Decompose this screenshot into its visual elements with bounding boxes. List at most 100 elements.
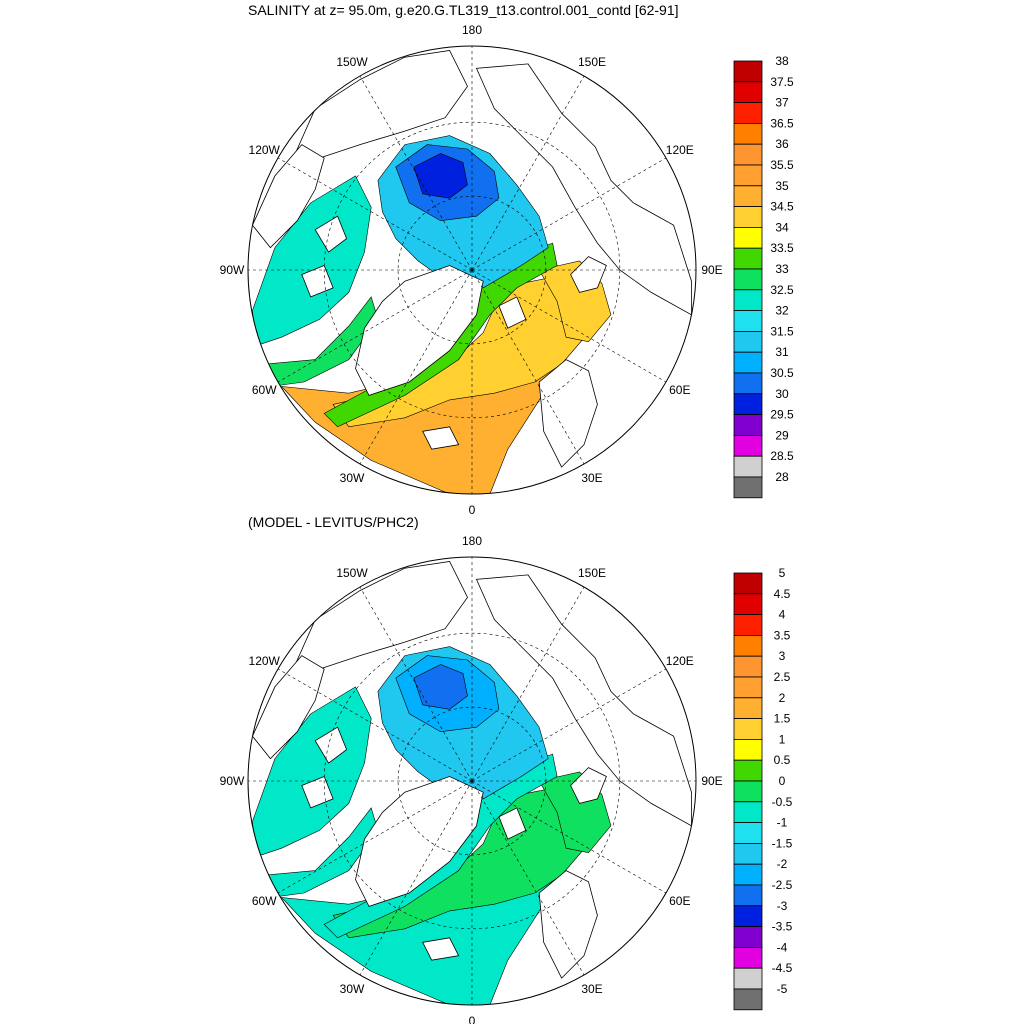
meridian-line-2 [471, 668, 667, 782]
colorbar-tick-label: 33 [775, 262, 789, 276]
colorbar-tick-label: 0 [779, 774, 786, 788]
land-novaya-zemlya [570, 767, 607, 804]
colorbar-tick-label: 0.5 [774, 753, 791, 767]
region-canada-basin-min [413, 664, 468, 710]
colorbar-swatch [733, 655, 763, 678]
colorbar-tick-label: 35.5 [770, 158, 794, 172]
colorbar-tick-label: 35 [775, 179, 789, 193]
colorbar-tick-label: -4.5 [772, 961, 793, 975]
colorbar-swatch [733, 759, 763, 782]
colorbar-tick-label: 32 [775, 304, 789, 318]
colorbar-swatch [733, 185, 763, 208]
land-canada-main [252, 655, 325, 760]
lon-label: 180 [462, 534, 482, 548]
lon-label: 120W [249, 654, 281, 668]
colorbar-tick-label: 33.5 [770, 241, 794, 255]
colorbar-swatch [733, 226, 763, 249]
colorbar-tick-label: 36.5 [770, 116, 794, 130]
colorbar-tick-label: -1.5 [772, 836, 793, 850]
salinity-panel-title: SALINITY at z= 95.0m, g.e20.G.TL319_t13.… [248, 2, 679, 18]
colorbar-swatch [733, 455, 763, 478]
colorbar-tick-label: 31.5 [770, 324, 794, 338]
colorbar-swatch [733, 863, 763, 886]
lon-label: 150W [336, 55, 368, 69]
colorbar-tick-label: 32.5 [770, 283, 794, 297]
lon-label: 30W [340, 471, 365, 485]
colorbar-tick-label: 2 [779, 691, 786, 705]
colorbar-swatch [733, 268, 763, 291]
colorbar-swatch [733, 739, 763, 761]
land-scandinavia [538, 870, 598, 979]
colorbar-swatch [733, 801, 763, 823]
colorbar-swatch [733, 780, 763, 803]
colorbar-swatch [733, 988, 763, 1011]
colorbar-swatch [733, 123, 763, 145]
lon-label: 30W [340, 982, 365, 996]
colorbar-tick-label: -2.5 [772, 878, 793, 892]
colorbar-swatch [733, 967, 763, 990]
colorbar-tick-label: 31 [775, 345, 789, 359]
land-siberia [475, 574, 692, 827]
colorbar-swatch [733, 102, 763, 124]
lon-label: 90E [701, 263, 722, 277]
colorbar-swatch [733, 164, 763, 187]
colorbar-swatch [733, 476, 763, 499]
land-svalbard [498, 296, 527, 329]
colorbar-tick-label: 3 [779, 649, 786, 663]
colorbar-tick-label: 30 [775, 387, 789, 401]
colorbar-swatch [733, 572, 763, 595]
land-greenland [355, 265, 484, 396]
colorbar-tick-label: 28.5 [770, 449, 794, 463]
meridian-line-5 [471, 269, 585, 465]
colorbar-tick-label: 3.5 [774, 628, 791, 642]
region-canada-basin-min [413, 153, 468, 199]
polar-map-panel-1: 180 150E 120E 90E 60E 30E 0 30W 60W 90W 120W 150W 5 4… [220, 534, 793, 1024]
lon-label: 180 [462, 23, 482, 37]
meridian-line-7 [359, 269, 473, 465]
lon-label: 120E [666, 654, 694, 668]
colorbar-0: 38 37.5 37 36.5 36 35.5 35 34.5 34 33.5 33 32.5 32 31… [733, 54, 794, 499]
colorbar-swatch [733, 635, 763, 657]
latitude-circle-1 [323, 632, 621, 930]
land-island-1 [314, 726, 348, 764]
colorbar-swatch [733, 60, 763, 83]
colorbar-tick-label: -3.5 [772, 920, 793, 934]
meridian-line-10 [277, 157, 473, 271]
map-boundary [247, 45, 697, 495]
colorbar-swatch [733, 593, 763, 615]
lon-label: 0 [469, 503, 476, 517]
land-svalbard [498, 807, 527, 840]
map-field-0 [248, 46, 696, 494]
lon-label: 150W [336, 566, 368, 580]
colorbar-swatch [733, 393, 763, 415]
lon-label: 90E [701, 774, 722, 788]
land-canada-main [252, 144, 325, 249]
colorbar-swatch [733, 926, 763, 948]
lon-label: 30E [581, 982, 602, 996]
colorbar-swatch [733, 676, 763, 699]
colorbar-swatch [733, 947, 763, 969]
lon-label: 60E [669, 383, 690, 397]
colorbar-tick-label: 1.5 [774, 712, 791, 726]
colorbar-swatch [733, 81, 763, 104]
colorbar-tick-label: 37 [775, 96, 789, 110]
colorbar-tick-label: 28 [775, 470, 789, 484]
colorbar-swatch [733, 372, 763, 395]
colorbar-swatch [733, 822, 763, 844]
colorbar-tick-label: -5 [777, 982, 788, 996]
meridian-line-4 [471, 780, 667, 894]
colorbar-tick-label: 36 [775, 137, 789, 151]
colorbar-swatch [733, 697, 763, 719]
meridian-line-11 [359, 75, 473, 271]
colorbar-swatch [733, 905, 763, 927]
colorbar-swatch [733, 884, 763, 907]
lon-label: 0 [469, 1014, 476, 1024]
colorbar-swatch [733, 247, 763, 270]
colorbar-tick-label: 38 [775, 54, 789, 68]
lon-label: 60W [252, 383, 277, 397]
lon-label: 30E [581, 471, 602, 485]
colorbar-swatch [733, 351, 763, 374]
meridian-line-2 [471, 157, 667, 271]
colorbar-swatch [733, 206, 763, 228]
lon-label: 90W [220, 263, 245, 277]
